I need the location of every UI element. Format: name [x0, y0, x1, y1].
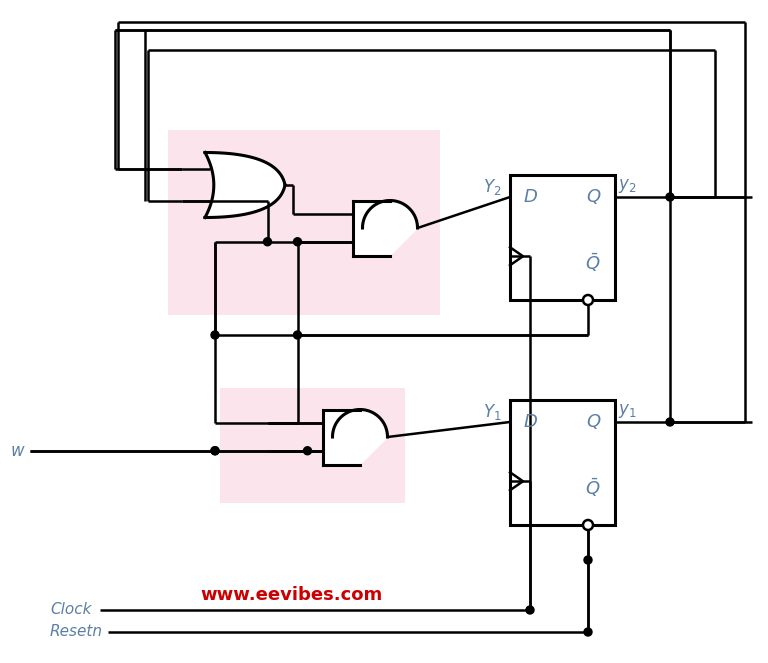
Text: Clock: Clock	[50, 603, 91, 617]
Circle shape	[211, 447, 219, 455]
Text: $Y_1$: $Y_1$	[483, 402, 502, 422]
Circle shape	[526, 606, 534, 614]
Text: $\bar{Q}$: $\bar{Q}$	[585, 477, 601, 499]
Circle shape	[583, 295, 593, 305]
Text: D: D	[523, 188, 537, 206]
Text: www.eevibes.com: www.eevibes.com	[200, 586, 382, 604]
Circle shape	[211, 331, 219, 339]
Text: Q: Q	[586, 188, 600, 206]
Bar	[168, 130, 440, 315]
Circle shape	[666, 193, 674, 201]
Bar	[220, 388, 405, 503]
Circle shape	[263, 238, 272, 246]
Circle shape	[303, 447, 312, 455]
Text: Resetn: Resetn	[50, 625, 103, 640]
Text: $\bar{Q}$: $\bar{Q}$	[585, 252, 601, 274]
Circle shape	[293, 238, 302, 246]
Text: Q: Q	[586, 413, 600, 431]
Bar	[510, 175, 615, 300]
Text: $y_2$: $y_2$	[617, 177, 636, 195]
Polygon shape	[353, 200, 418, 255]
Text: $w$: $w$	[11, 442, 26, 459]
Text: $y_1$: $y_1$	[617, 402, 637, 420]
Circle shape	[293, 331, 302, 339]
Bar	[510, 400, 615, 525]
Text: D: D	[523, 413, 537, 431]
Polygon shape	[323, 410, 388, 465]
Text: $Y_2$: $Y_2$	[483, 177, 502, 197]
Circle shape	[666, 418, 674, 426]
Circle shape	[211, 447, 219, 455]
Circle shape	[584, 628, 592, 636]
Circle shape	[583, 520, 593, 530]
Polygon shape	[205, 152, 285, 217]
Circle shape	[584, 556, 592, 564]
